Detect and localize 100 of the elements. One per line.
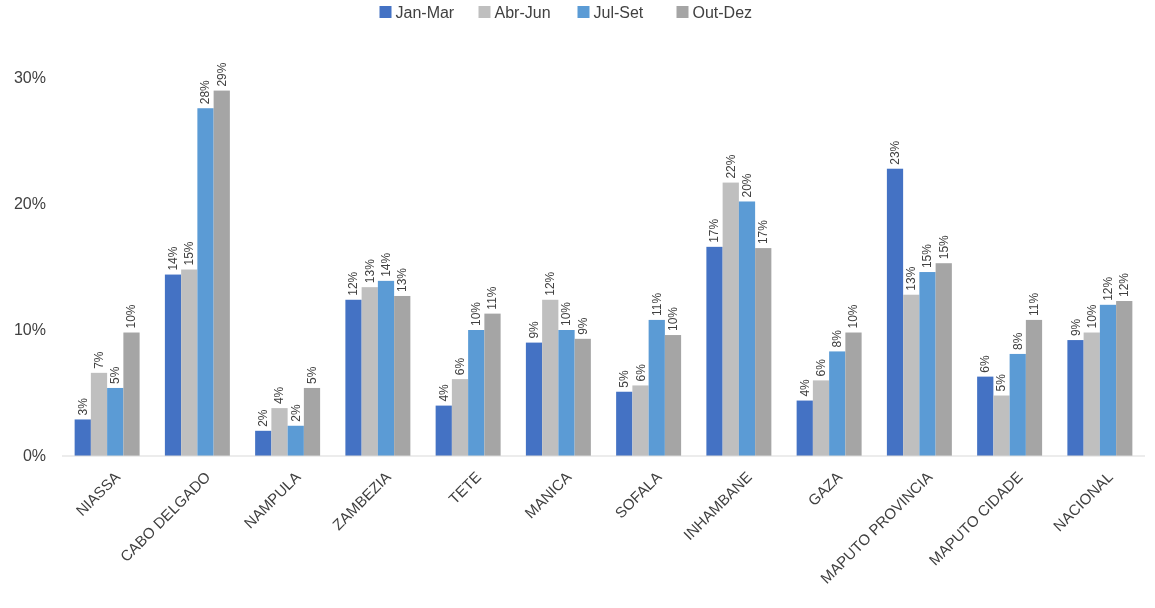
bar [574, 338, 591, 456]
data-label: 12% [1101, 276, 1115, 301]
bar [303, 387, 321, 456]
bar [993, 395, 1010, 456]
bar [123, 332, 140, 456]
data-label: 14% [166, 246, 181, 271]
bar [164, 274, 182, 456]
legend-label: Jul-Set [593, 4, 644, 21]
bar [345, 299, 362, 456]
bar [197, 108, 214, 456]
data-label: 10% [124, 304, 139, 329]
legend-label: Abr-Jun [494, 4, 551, 21]
data-label: 5% [304, 366, 319, 384]
bar [796, 400, 813, 456]
legend-label: Out-Dez [692, 4, 753, 21]
data-label: 11% [1026, 292, 1041, 316]
bar [107, 387, 124, 456]
bar [1009, 353, 1026, 456]
bar [886, 168, 904, 456]
data-label: 6% [453, 357, 467, 376]
data-label: 11% [649, 292, 664, 316]
data-label: 9% [527, 320, 542, 339]
y-tick-label: 10% [13, 321, 46, 338]
data-label: 20% [740, 173, 754, 198]
data-label: 6% [978, 354, 993, 373]
bar [845, 332, 862, 456]
data-label: 9% [1068, 318, 1083, 337]
bar [706, 246, 723, 456]
bar [468, 330, 485, 456]
data-label: 5% [617, 370, 632, 388]
bar [181, 269, 198, 456]
data-label: 22% [723, 154, 738, 179]
data-label: 28% [198, 79, 213, 105]
data-label: 13% [395, 267, 410, 292]
data-label: 6% [633, 363, 648, 382]
data-label: 14% [379, 252, 393, 277]
data-label: 5% [994, 373, 1009, 392]
bar [484, 313, 501, 456]
bar [213, 90, 230, 456]
data-label: 10% [559, 301, 574, 326]
bar [903, 294, 920, 456]
data-label: 10% [1084, 304, 1099, 329]
bar [287, 425, 304, 456]
bar [377, 280, 395, 456]
data-label: 12% [1117, 272, 1132, 298]
data-label: 8% [830, 329, 845, 348]
bar [829, 351, 846, 456]
bar [361, 287, 378, 456]
bar [74, 419, 91, 456]
bar [812, 380, 830, 456]
bar [525, 342, 543, 456]
data-label: 3% [75, 397, 90, 416]
data-label: 15% [920, 243, 935, 269]
y-tick-label: 30% [13, 69, 46, 86]
data-label: 23% [888, 140, 903, 165]
data-label: 15% [936, 234, 951, 260]
data-label: 4% [797, 378, 812, 397]
data-label: 7% [92, 351, 106, 369]
y-tick-label: 0% [22, 447, 46, 464]
bar [1067, 340, 1084, 456]
data-label: 17% [707, 218, 722, 243]
bar [616, 391, 633, 456]
data-label: 4% [272, 386, 287, 405]
bar [271, 408, 288, 456]
data-label: 15% [182, 241, 197, 266]
bar [738, 201, 756, 456]
bar [648, 319, 665, 456]
bar [935, 263, 952, 456]
bar [1099, 304, 1117, 456]
data-label: 17% [756, 219, 771, 245]
data-label: 12% [346, 271, 361, 296]
data-label: 2% [288, 404, 303, 422]
bar [755, 248, 772, 456]
data-label: 13% [362, 258, 377, 284]
data-label: 11% [485, 286, 500, 310]
data-label: 2% [256, 409, 271, 427]
data-label: 10% [469, 301, 484, 326]
legend-label: Jan-Mar [395, 4, 455, 21]
data-label: 9% [575, 317, 590, 335]
bar [451, 379, 469, 456]
bar [255, 430, 272, 456]
data-label: 5% [108, 366, 123, 384]
bar [1025, 319, 1043, 456]
data-label: 13% [904, 266, 919, 291]
bar [394, 295, 411, 456]
data-label: 8% [1010, 332, 1025, 350]
data-label: 10% [846, 304, 861, 329]
y-tick-label: 20% [13, 195, 46, 212]
data-label: 12% [543, 271, 558, 296]
bar [1116, 301, 1133, 456]
data-label: 6% [814, 358, 828, 377]
bar [977, 376, 994, 456]
bar [542, 299, 559, 456]
bar [664, 335, 682, 456]
bar [90, 372, 108, 456]
bar [1083, 332, 1100, 456]
data-label: 29% [214, 62, 229, 87]
data-label: 10% [665, 306, 680, 332]
bar [558, 330, 575, 456]
bar [435, 405, 452, 456]
